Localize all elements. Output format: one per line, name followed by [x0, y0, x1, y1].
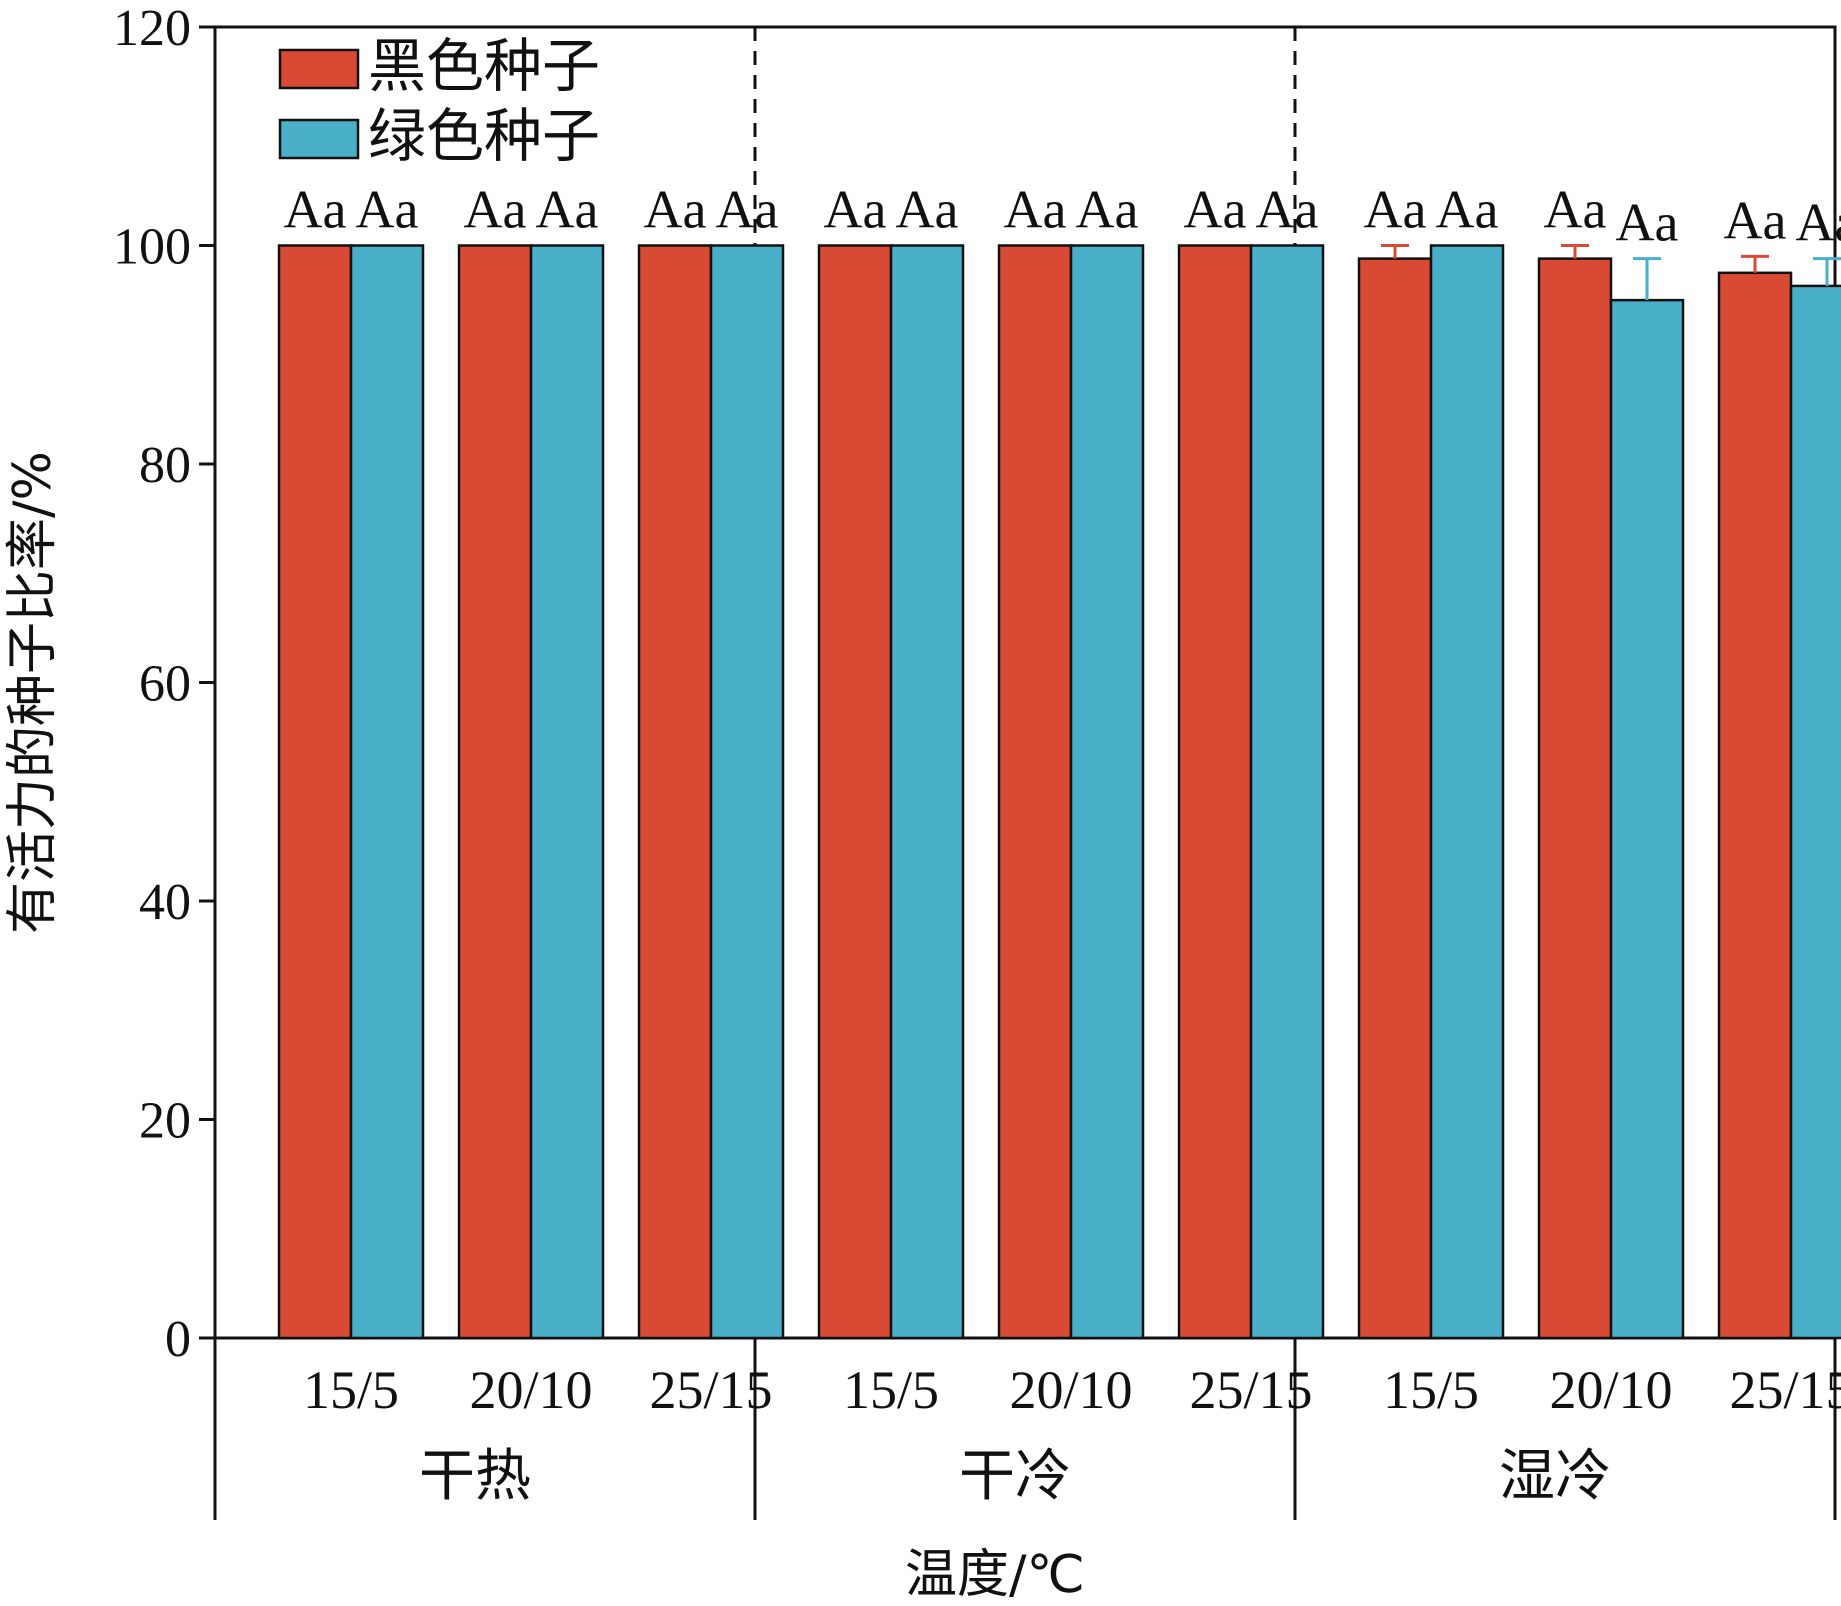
x-tick-label: 25/15: [1189, 1360, 1312, 1420]
x-tick-label: 15/5: [843, 1360, 939, 1420]
group-label: 湿冷: [1499, 1444, 1611, 1509]
significance-label: Aa: [1544, 180, 1607, 240]
bar-green-seed: [1069, 244, 1145, 1340]
bar-green-seed: [529, 244, 605, 1340]
significance-label: Aa: [464, 180, 527, 240]
bar-black-seed: [637, 244, 713, 1340]
bar-green-seed: [1609, 298, 1685, 1340]
bar-black-seed: [997, 244, 1073, 1340]
significance-label: Aa: [716, 180, 779, 240]
significance-label: Aa: [1724, 190, 1787, 250]
y-tick-label: 100: [113, 219, 191, 276]
bar-green-seed: [889, 244, 965, 1340]
legend-label: 黑色种子: [368, 32, 600, 100]
significance-label: Aa: [1184, 180, 1247, 240]
significance-label: Aa: [284, 180, 347, 240]
significance-label: Aa: [1076, 180, 1139, 240]
bars: [277, 244, 1841, 1340]
x-tick-label: 20/10: [1549, 1360, 1672, 1420]
y-tick-label: 40: [139, 874, 191, 931]
x-axis-title: 温度/℃: [905, 1545, 1085, 1605]
significance-label: Aa: [644, 180, 707, 240]
bar-black-seed: [817, 244, 893, 1340]
y-axis-title: 有活力的种子比率/%: [3, 451, 63, 934]
y-tick-label: 80: [139, 437, 191, 494]
significance-label: Aa: [824, 180, 887, 240]
significance-label: Aa: [1364, 180, 1427, 240]
legend-swatch: [278, 118, 360, 160]
significance-label: Aa: [1004, 180, 1067, 240]
bar-black-seed: [1177, 244, 1253, 1340]
x-tick-label: 20/10: [469, 1360, 592, 1420]
bar-black-seed: [1717, 271, 1793, 1340]
legend-swatch: [278, 48, 360, 90]
significance-label: Aa: [1436, 180, 1499, 240]
bar-black-seed: [277, 244, 353, 1340]
bar-green-seed: [1429, 244, 1505, 1340]
bar-green-seed: [1249, 244, 1325, 1340]
x-tick-label: 15/5: [303, 1360, 399, 1420]
significance-label: Aa: [1616, 193, 1679, 253]
bar-green-seed: [1789, 284, 1841, 1340]
legend-label: 绿色种子: [368, 102, 600, 170]
bar-black-seed: [457, 244, 533, 1340]
group-label: 干冷: [959, 1444, 1071, 1509]
y-tick-label: 60: [139, 656, 191, 713]
y-tick-label: 0: [165, 1311, 191, 1368]
bar-green-seed: [709, 244, 785, 1340]
x-tick-label: 25/15: [1729, 1360, 1841, 1420]
significance-label: Aa: [896, 180, 959, 240]
x-tick-label: 25/15: [649, 1360, 772, 1420]
bar-black-seed: [1357, 257, 1433, 1340]
x-tick-label: 15/5: [1383, 1360, 1479, 1420]
y-tick-label: 20: [139, 1093, 191, 1150]
significance-label: Aa: [1256, 180, 1319, 240]
group-label: 干热: [419, 1444, 531, 1509]
bar-black-seed: [1537, 257, 1613, 1340]
x-tick-label: 20/10: [1009, 1360, 1132, 1420]
bar-green-seed: [349, 244, 425, 1340]
significance-label: Aa: [356, 180, 419, 240]
significance-label: Aa: [1796, 193, 1841, 253]
y-tick-label: 120: [113, 0, 191, 57]
significance-label: Aa: [536, 180, 599, 240]
